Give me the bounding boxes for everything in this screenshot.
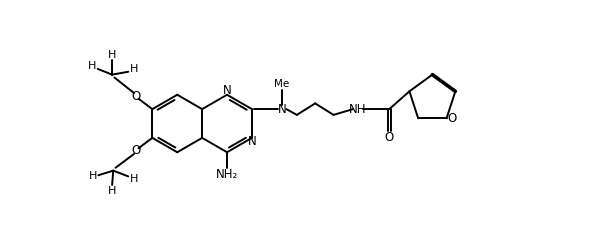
Text: Me: Me xyxy=(274,79,289,89)
Text: N: N xyxy=(223,84,232,97)
Text: O: O xyxy=(385,131,394,144)
Text: NH: NH xyxy=(349,103,366,116)
Text: O: O xyxy=(132,90,141,103)
Text: O: O xyxy=(447,112,456,125)
Text: O: O xyxy=(132,144,141,157)
Text: N: N xyxy=(248,135,257,148)
Text: H: H xyxy=(108,49,116,60)
Text: N: N xyxy=(277,103,286,116)
Text: H: H xyxy=(88,61,96,71)
Text: H: H xyxy=(89,171,97,181)
Text: H: H xyxy=(108,186,116,196)
Text: NH₂: NH₂ xyxy=(216,168,238,181)
Text: H: H xyxy=(129,174,138,184)
Text: H: H xyxy=(129,64,138,74)
